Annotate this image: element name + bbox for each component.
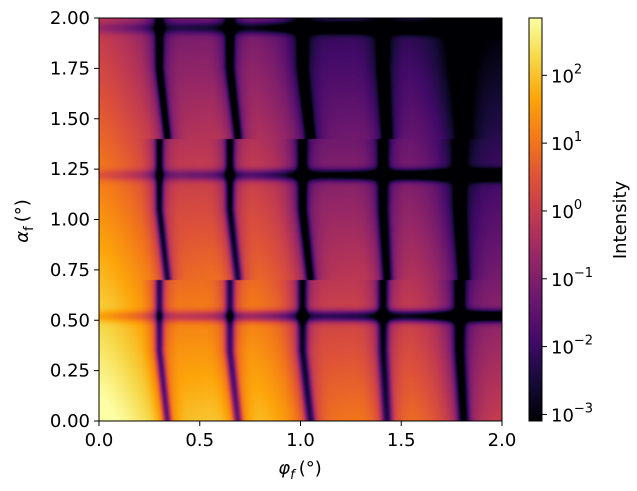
x-axis-label: φf (°) [278, 458, 322, 483]
colorbar-tick-label: 101 [551, 130, 582, 155]
x-tick-label: 0.0 [85, 430, 114, 451]
y-tick-label: 2.00 [50, 8, 90, 29]
y-tick-label: 0.75 [50, 260, 90, 281]
y-tick-label: 0.25 [50, 361, 90, 382]
colorbar-tick-label: 100 [551, 198, 582, 223]
x-tick-label: 0.5 [185, 430, 214, 451]
x-tick-label: 2.0 [488, 430, 517, 451]
y-tick-label: 0.00 [50, 411, 90, 432]
y-tick-label: 1.75 [50, 58, 90, 79]
y-axis-ticks: 0.00 0.25 0.50 0.75 1.00 1.25 1.50 1.75 2.00 [50, 8, 99, 432]
colorbar [528, 17, 543, 422]
colorbar-tick-label: 102 [551, 62, 582, 87]
y-tick-label: 1.00 [50, 210, 90, 231]
colorbar-tick-label: 10−1 [551, 266, 593, 291]
colorbar-ticks: 10−3 10−2 10−1 100 101 102 [542, 62, 593, 426]
colorbar-tick-label: 10−3 [551, 401, 593, 426]
x-axis-ticks: 0.0 0.5 1.0 1.5 2.0 [85, 421, 517, 451]
y-tick-label: 1.25 [50, 159, 90, 180]
y-axis-label: αf(°) [12, 199, 37, 243]
y-tick-label: 1.50 [50, 109, 90, 130]
y-tick-label: 0.50 [50, 310, 90, 331]
x-tick-label: 1.5 [387, 430, 416, 451]
heatmap-image [99, 18, 502, 421]
colorbar-tick-label: 10−2 [551, 334, 593, 359]
colorbar-label: Intensity [610, 180, 631, 259]
x-tick-label: 1.0 [286, 430, 315, 451]
